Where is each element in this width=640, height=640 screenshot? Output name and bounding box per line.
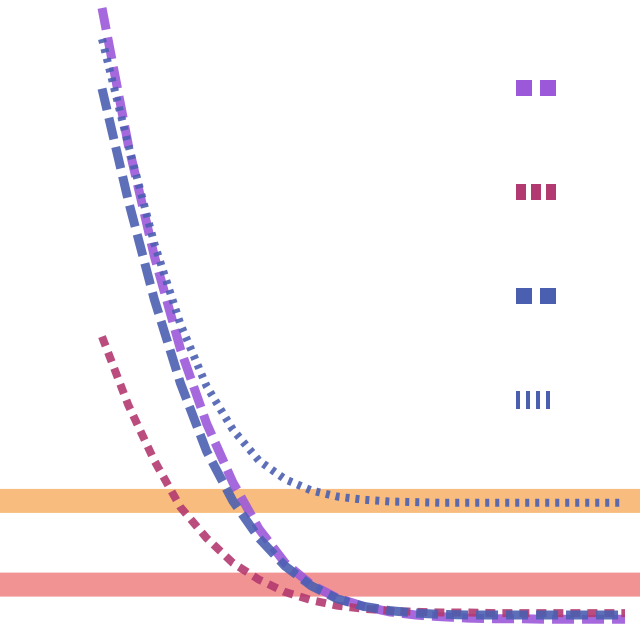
series-lines <box>97 7 625 624</box>
series-line-1 <box>97 7 625 624</box>
reference-bands <box>0 488 640 597</box>
reference-band-1 <box>0 488 640 513</box>
series-line-4 <box>98 38 625 507</box>
series-line-3 <box>97 87 625 620</box>
legend <box>516 80 556 409</box>
